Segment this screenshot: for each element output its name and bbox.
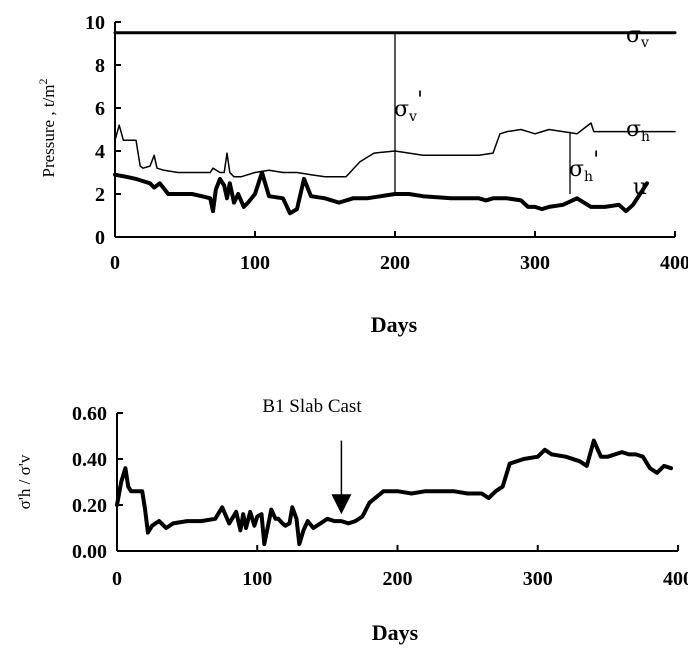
ratio-y-tick-label: 0.00	[72, 541, 107, 563]
ratio-x-axis-label: Days	[372, 620, 419, 645]
ratio-y-tick-label: 0.20	[72, 495, 107, 517]
pressure-y-tick-label: 10	[85, 12, 105, 34]
slab-cast-arrow-head	[331, 494, 352, 515]
ratio-axes: 0 100 200 300 400 0.00 0.20 0.40 0.60	[72, 403, 688, 590]
pressure-x-tick-label: 400	[660, 252, 688, 274]
pressure-chart: 0 100 200 300 400 0 2 4 6 8 10 Days Pressure , t/m…	[36, 12, 688, 337]
pressure-y-tick-label: 6	[95, 98, 105, 120]
ratio-series-group	[115, 438, 673, 547]
sigma-h-series-label: σh	[626, 117, 650, 145]
sigma-v-effective-label: σv'	[394, 88, 423, 125]
slab-cast-annotation: B1 Slab Cast	[262, 396, 362, 417]
sigma-h-line	[114, 122, 676, 178]
u-line	[113, 170, 649, 216]
ratio-x-tick-label: 200	[383, 568, 413, 590]
ratio-y-tick-label: 0.40	[72, 449, 107, 471]
pressure-x-axis-label: Days	[371, 312, 418, 337]
ratio-x-tick-label: 300	[523, 568, 553, 590]
pressure-y-tick-label: 0	[95, 227, 105, 249]
pressure-annotations	[394, 32, 571, 194]
pressure-y-tick-label: 4	[95, 141, 105, 163]
sigma-v-series-label: σv	[626, 23, 649, 51]
pressure-y-tick-label: 8	[95, 55, 105, 77]
pressure-y-tick-label: 2	[95, 184, 105, 206]
pressure-x-tick-label: 300	[520, 252, 550, 274]
sigma-h-effective-label: σh'	[569, 148, 599, 185]
pressure-axes: 0 100 200 300 400 0 2 4 6 8 10	[85, 12, 688, 274]
pressure-y-axis-label: Pressure , t/m2	[36, 78, 58, 177]
u-series-label: u	[633, 175, 647, 200]
pressure-x-tick-label: 0	[110, 252, 120, 274]
ratio-y-tick-label: 0.60	[72, 403, 107, 425]
pressure-x-tick-label: 100	[240, 252, 270, 274]
ratio-y-axis-label: σ'h / σ'v	[15, 454, 34, 509]
pressure-x-tick-label: 200	[380, 252, 410, 274]
ratio-x-tick-label: 0	[112, 568, 122, 590]
ratio-annotations	[331, 440, 352, 515]
ratio-x-tick-label: 100	[242, 568, 272, 590]
ratio-x-tick-label: 400	[663, 568, 688, 590]
stress-ratio-chart: 0 100 200 300 400 0.00 0.20 0.40 0.60 Days σ'h /…	[15, 396, 688, 645]
ratio-line	[115, 438, 673, 547]
